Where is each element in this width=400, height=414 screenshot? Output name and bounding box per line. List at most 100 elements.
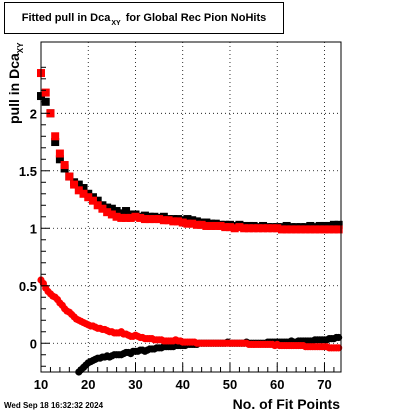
data-point-square — [117, 213, 126, 222]
x-axis-label: No. of Fit Points — [232, 396, 340, 412]
data-point-circle — [335, 333, 343, 342]
data-point-square — [207, 221, 216, 230]
data-point-square — [192, 220, 201, 229]
data-point-square — [150, 215, 159, 224]
data-point-square — [306, 225, 315, 234]
x-tick-label: 50 — [223, 377, 237, 392]
data-point-square — [225, 223, 234, 232]
data-point-square — [273, 224, 282, 233]
data-point-square — [55, 149, 64, 158]
chart-title-box: Fitted pull in DcaXY for Global Rec Pion … — [4, 2, 284, 34]
data-point-square — [155, 215, 164, 224]
data-point-square — [79, 189, 88, 198]
y-tick-label: 2 — [30, 106, 37, 121]
chart-title: Fitted pull in DcaXY for Global Rec Pion … — [5, 12, 283, 27]
data-point-square — [211, 221, 220, 230]
data-point-square — [103, 203, 112, 212]
plot-frame — [40, 41, 342, 373]
data-point-square — [169, 217, 178, 226]
data-point-square — [164, 216, 173, 225]
data-point-square — [230, 224, 239, 233]
data-point-square — [259, 224, 268, 233]
data-point-square — [183, 219, 192, 228]
y-tick-label: 1 — [30, 221, 37, 236]
data-point-square — [112, 212, 121, 221]
data-point-circle — [335, 344, 343, 352]
data-point-square — [249, 224, 258, 233]
ylabel-subscript: XY — [16, 42, 25, 54]
data-point-square — [122, 213, 131, 222]
data-point-square — [131, 212, 140, 221]
data-point-square — [51, 138, 60, 147]
data-point-square — [240, 224, 249, 233]
data-point-square — [183, 215, 192, 224]
data-point-square — [88, 196, 97, 205]
data-point-square — [221, 223, 230, 232]
y-axis-label: pull in DcaXY — [6, 42, 25, 124]
title-prefix: Fitted pull in Dca — [21, 12, 111, 24]
y-tick-label: 0.5 — [19, 279, 37, 294]
data-point-square — [178, 218, 187, 227]
data-point-square — [235, 223, 244, 232]
data-point-square — [325, 225, 334, 234]
data-point-square — [329, 220, 338, 229]
x-tick-label: 40 — [175, 377, 189, 392]
x-tick-label: 60 — [270, 377, 284, 392]
data-point-square — [107, 210, 116, 219]
data-point-square — [122, 207, 131, 216]
data-point-square — [93, 201, 102, 210]
date-stamp: Wed Sep 18 16:32:32 2024 — [4, 401, 104, 410]
data-point-square — [268, 224, 277, 233]
data-point-square — [216, 221, 225, 230]
data-point-square — [136, 213, 145, 222]
data-point-square — [46, 109, 55, 118]
data-point-square — [301, 225, 310, 234]
data-point-square — [277, 225, 286, 234]
title-suffix: for Global Rec Pion NoHits — [125, 12, 267, 24]
data-point-square — [145, 215, 154, 224]
ylabel-main: pull in Dca — [6, 53, 22, 124]
data-point-square — [74, 180, 83, 189]
data-point-square — [311, 225, 320, 234]
data-point-square — [126, 213, 135, 222]
data-point-square — [74, 186, 83, 195]
data-point-square — [112, 207, 121, 216]
y-tick-label: 0 — [30, 336, 37, 351]
x-tick-label: 70 — [317, 377, 331, 392]
x-tick-label: 20 — [81, 377, 95, 392]
data-point-square — [84, 193, 93, 202]
x-tick-label: 30 — [128, 377, 142, 392]
data-point-square — [65, 172, 74, 181]
data-point-square — [320, 225, 329, 234]
data-point-square — [60, 161, 69, 170]
data-point-square — [41, 88, 50, 97]
data-point-square — [188, 219, 197, 228]
data-point-square — [296, 225, 305, 234]
data-point-square — [197, 220, 206, 229]
data-point-square — [55, 155, 64, 164]
data-point-square — [103, 208, 112, 217]
y-tick-label: 1.5 — [19, 164, 37, 179]
data-point-square — [140, 215, 149, 224]
data-point-square — [334, 220, 343, 229]
data-marks — [37, 69, 343, 376]
x-tick-label: 10 — [34, 377, 48, 392]
data-point-square — [159, 216, 168, 225]
data-point-square — [98, 204, 107, 213]
data-point-square — [329, 225, 338, 234]
data-point-square — [93, 196, 102, 205]
data-point-square — [254, 224, 263, 233]
data-point-square — [315, 225, 324, 234]
data-point-square — [263, 224, 272, 233]
title-subscript: XY — [111, 20, 121, 27]
data-point-square — [107, 204, 116, 213]
data-point-square — [117, 209, 126, 218]
data-point-square — [51, 132, 60, 141]
data-point-square — [282, 225, 291, 234]
data-point-square — [79, 184, 88, 193]
data-point-square — [174, 217, 183, 226]
data-point-square — [202, 221, 211, 230]
data-point-square — [244, 224, 253, 233]
data-point-square — [292, 225, 301, 234]
